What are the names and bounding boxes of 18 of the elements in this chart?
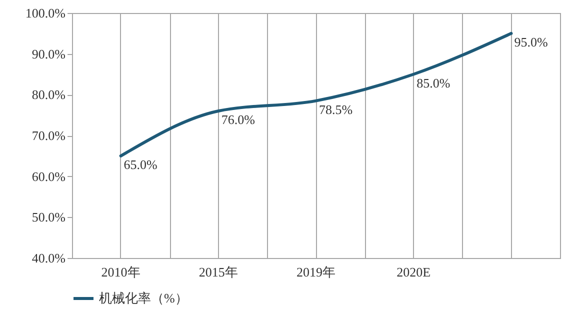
data-label: 95.0% <box>514 34 548 50</box>
line-series <box>119 32 513 158</box>
data-label: 76.0% <box>221 112 256 127</box>
y-tick-label: 100.0% <box>25 6 66 20</box>
y-tick-label: 40.0% <box>32 250 66 266</box>
x-tick-label: 2019年 <box>296 264 336 280</box>
y-tick-label: 90.0% <box>32 46 66 62</box>
y-tick-label: 50.0% <box>32 210 66 225</box>
x-tick-label: 2010年 <box>101 264 140 280</box>
data-label: 65.0% <box>124 156 158 172</box>
y-tick-label: 70.0% <box>32 128 66 143</box>
x-tick-label: 2020E <box>396 264 431 280</box>
data-label: 85.0% <box>416 75 450 90</box>
data-label: 78.5% <box>319 102 353 117</box>
y-tick-label: 60.0% <box>32 168 66 184</box>
legend-label: 机械化率（%） <box>99 290 188 306</box>
x-tick-label: 2015年 <box>198 264 238 280</box>
y-tick-label: 80.0% <box>32 87 66 102</box>
